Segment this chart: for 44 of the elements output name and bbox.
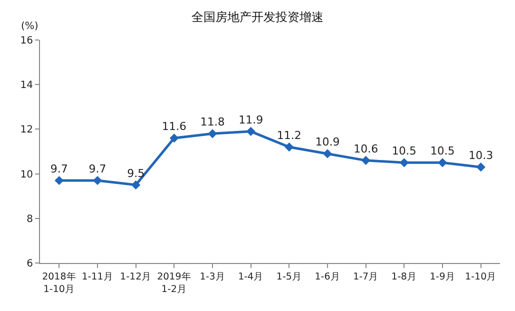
y-tick-label: 6 [26, 258, 33, 270]
data-label: 11.8 [200, 116, 225, 129]
point [54, 176, 64, 186]
data-label: 9.7 [88, 162, 106, 176]
point [246, 126, 256, 136]
x-tick-label: 2019年 1-2月 [157, 270, 192, 295]
y-tick-label: 10 [20, 169, 33, 180]
x-tick-label: 1-5月 [276, 271, 302, 282]
point [284, 142, 294, 152]
data-label: 11.6 [162, 120, 186, 133]
data-label: 9.7 [50, 162, 68, 176]
point [92, 176, 102, 186]
chart-title: 全国房地产开发投资增速 [192, 10, 324, 24]
y-tick-label: 8 [26, 214, 33, 225]
point [170, 134, 179, 143]
x-tick-label: 1-7月 [353, 271, 379, 282]
data-label: 10.5 [430, 144, 455, 158]
y-tick-label: 14 [20, 80, 33, 92]
data-label: 11.9 [238, 113, 264, 126]
data-label: 10.9 [315, 136, 340, 149]
y-tick-label: 16 [20, 36, 33, 46]
point [438, 158, 448, 168]
data-label: 10.3 [468, 148, 494, 162]
x-tick-label: 1-6月 [314, 271, 340, 282]
point [322, 149, 332, 158]
x-tick-label: 1-8月 [391, 271, 417, 282]
x-tick-label: 1-9月 [430, 271, 456, 282]
point [400, 158, 409, 168]
data-label: 10.5 [392, 144, 416, 158]
x-tick-label: 1-11月 [82, 271, 114, 282]
data-label: 9.5 [127, 166, 145, 180]
x-tick-label: 1-12月 [120, 271, 152, 282]
x-tick-label: 1-10月 [465, 271, 497, 282]
x-tick-label: 1-3月 [200, 271, 226, 282]
data-label: 10.6 [354, 142, 378, 156]
point [131, 180, 140, 190]
point [361, 156, 370, 165]
point [208, 129, 218, 138]
point [476, 162, 486, 172]
y-tick-label: 12 [20, 124, 33, 136]
data-label: 11.2 [276, 128, 302, 142]
y-axis-title: (%) [21, 21, 38, 32]
x-tick-label: 1-4月 [238, 271, 264, 282]
x-tick-label: 2018年 1-10月 [42, 270, 76, 295]
